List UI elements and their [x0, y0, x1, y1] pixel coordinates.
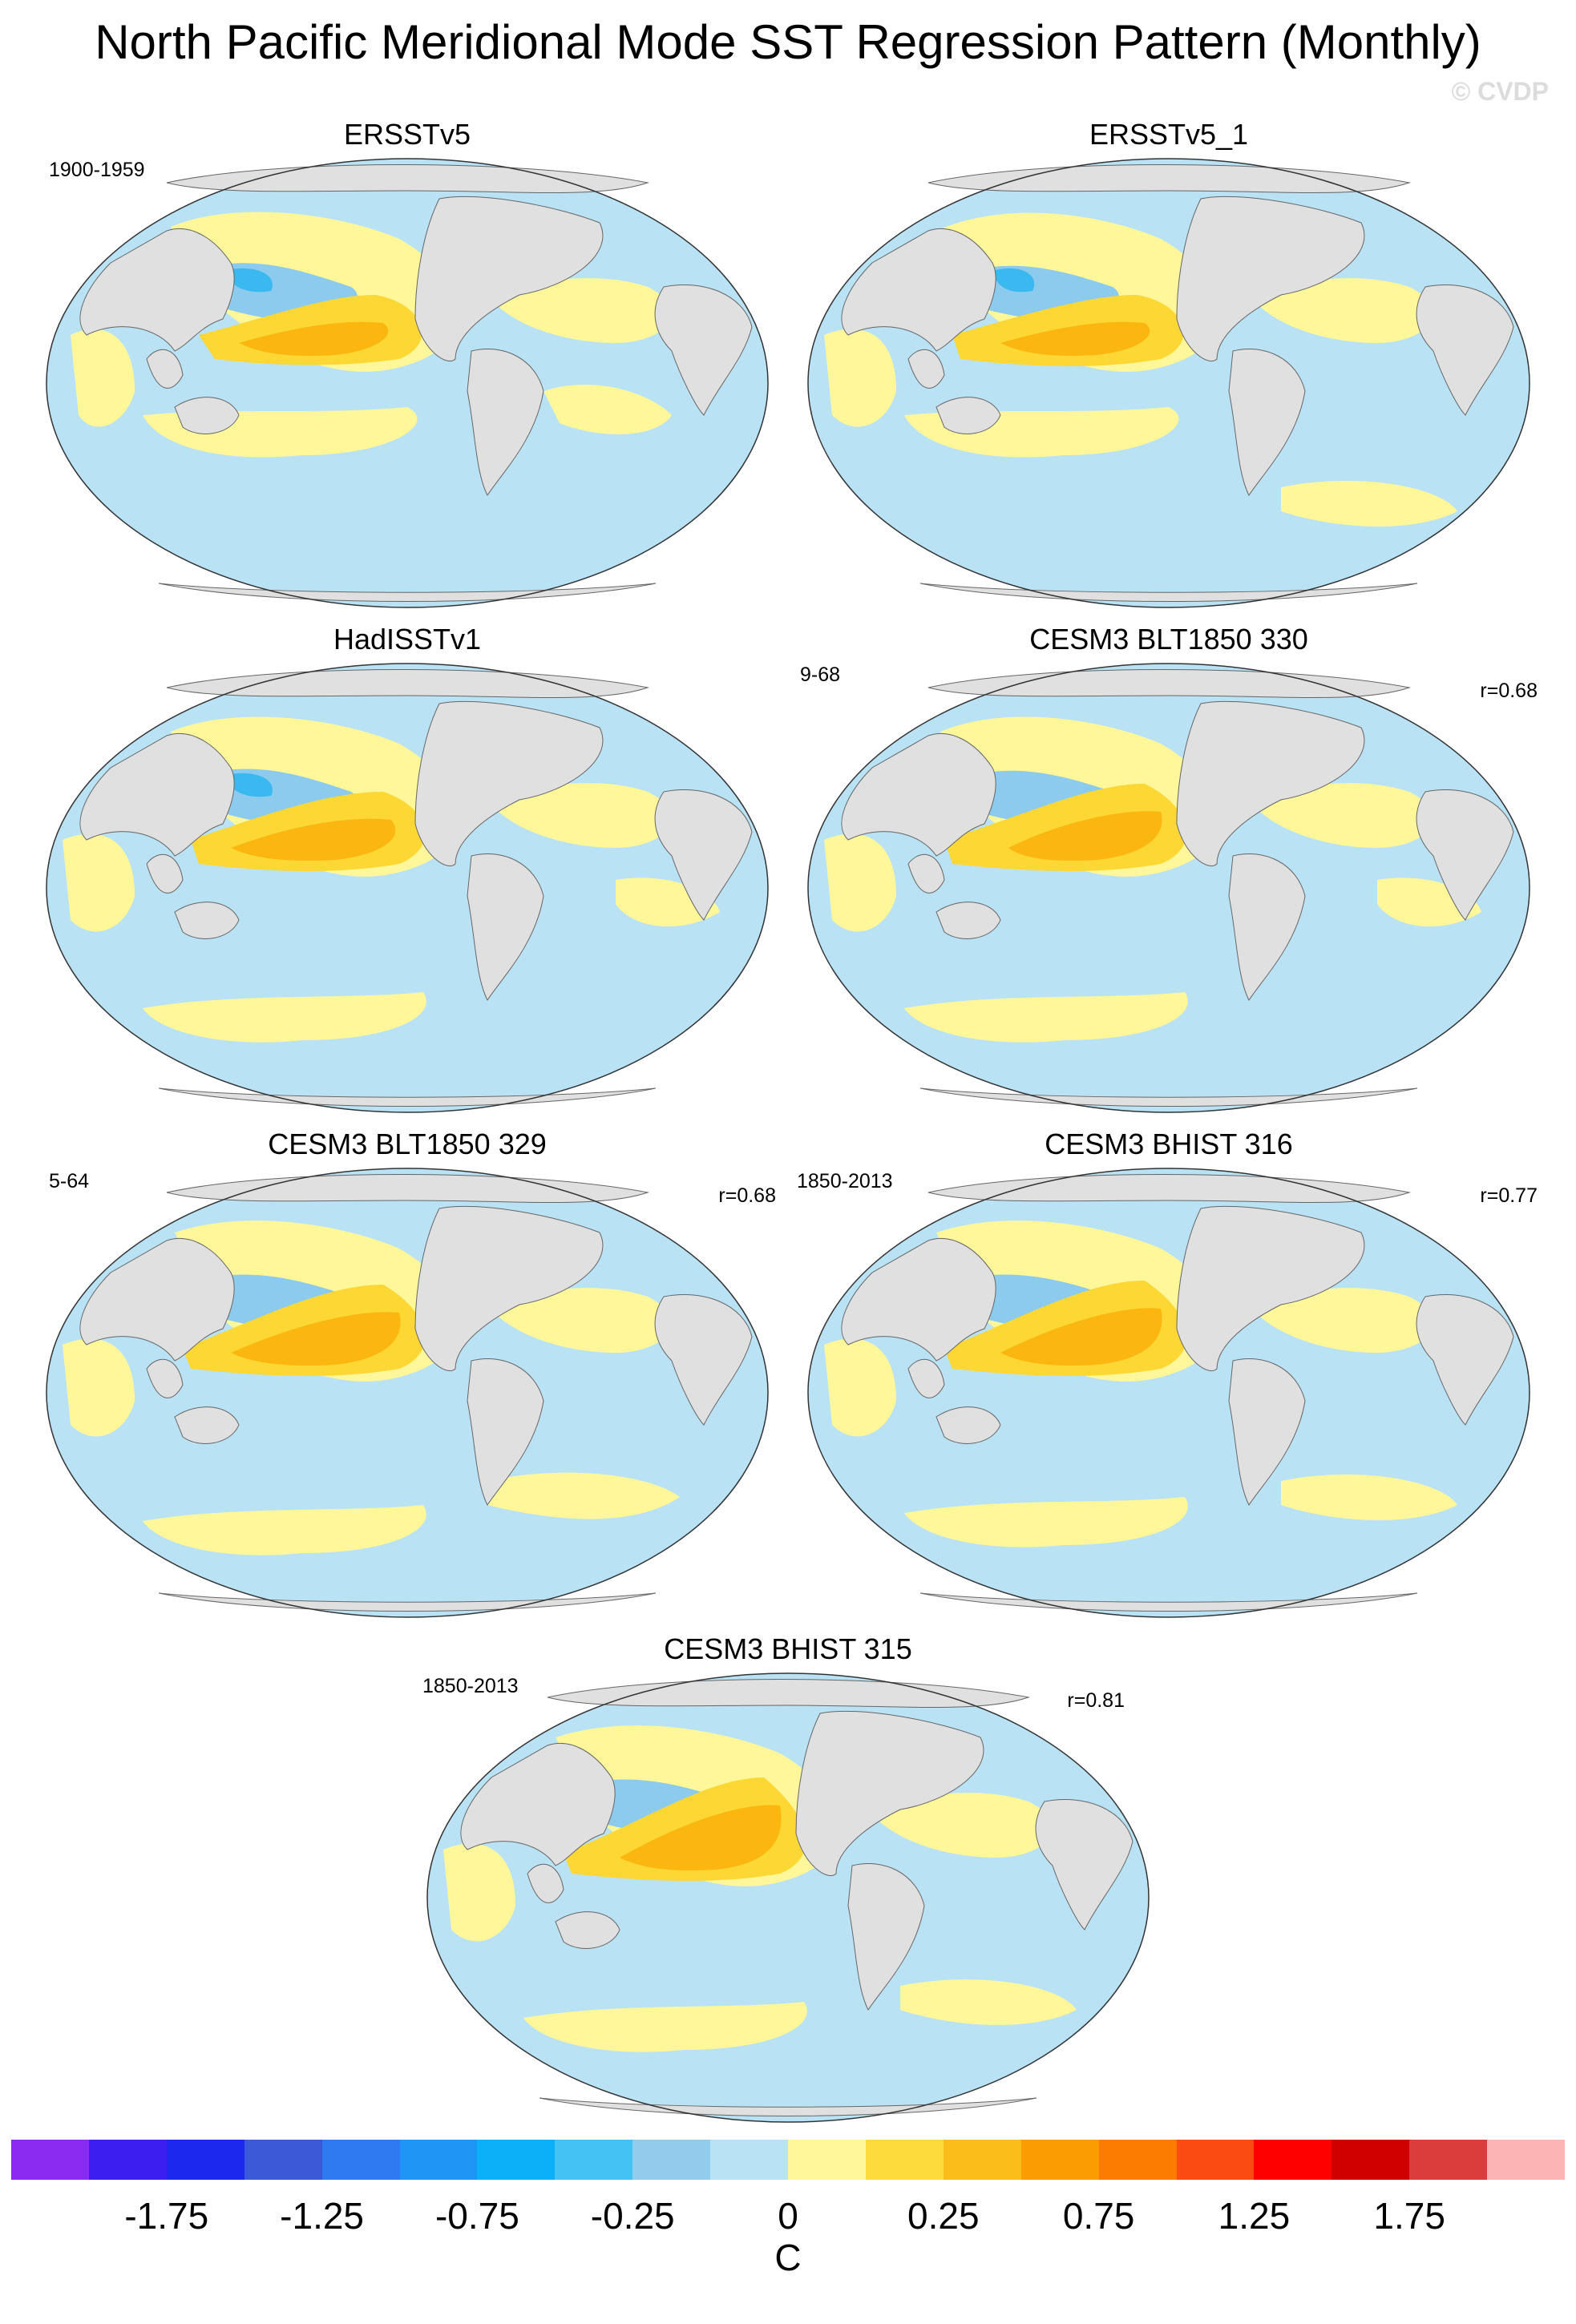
colorbar-swatch [1098, 2140, 1177, 2180]
panel-correlation: r=0.77 [1480, 1184, 1538, 1207]
panel-title: CESM3 BLT1850 329 [268, 1128, 547, 1160]
map-panel-ersstv5: ERSSTv5 1900-1959 [38, 119, 776, 615]
sst-map [807, 158, 1530, 608]
colorbar [11, 2140, 1566, 2180]
map-panel-cesm3-bhist-315: CESM3 BHIST 315 1850-2013 r=0.81 [419, 1633, 1157, 2130]
figure-title: North Pacific Meridional Mode SST Regres… [95, 15, 1481, 69]
colorbar-tick-label: -0.75 [434, 2195, 519, 2237]
map-panel-cesm3-blt1850-329: CESM3 BLT1850 329 5-64 r=0.68 [38, 1128, 776, 1625]
colorbar-tick-label: -0.25 [590, 2195, 675, 2237]
colorbar-swatch [1254, 2140, 1332, 2180]
panel-period: 1850-2013 [422, 1675, 519, 1697]
colorbar-swatch [321, 2140, 400, 2180]
map-panel-ersstv5-1: ERSSTv5_1 [800, 119, 1538, 615]
panel-period: 5-64 [49, 1170, 90, 1192]
colorbar-tick-label: 0.75 [1062, 2195, 1135, 2237]
colorbar-swatch [399, 2140, 478, 2180]
colorbar-tick-label: 0.25 [907, 2195, 980, 2237]
colorbar-swatch [632, 2140, 711, 2180]
panel-title: CESM3 BLT1850 330 [1029, 623, 1308, 656]
panel-period: 1900-1959 [49, 159, 145, 181]
colorbar-swatch [1409, 2140, 1488, 2180]
colorbar-swatch [710, 2140, 789, 2180]
colorbar-swatch [1020, 2140, 1100, 2180]
colorbar-swatch [166, 2140, 245, 2180]
map-panel-cesm3-bhist-316: CESM3 BHIST 316 1850-2013 r=0.77 [797, 1128, 1538, 1625]
sst-map [46, 663, 769, 1113]
colorbar-tick-label: 0 [778, 2195, 798, 2237]
colorbar-swatch [943, 2140, 1022, 2180]
colorbar-swatch [865, 2140, 944, 2180]
colorbar-swatch [477, 2140, 556, 2180]
panel-title: HadISSTv1 [333, 623, 482, 656]
colorbar-swatch [11, 2140, 90, 2180]
sst-map [46, 1168, 769, 1618]
panel-title: CESM3 BHIST 316 [1045, 1128, 1293, 1160]
sst-map [807, 1168, 1530, 1618]
colorbar-swatch [1487, 2140, 1566, 2180]
copyright-label: © CVDP [1451, 77, 1549, 106]
panel-correlation: r=0.68 [718, 1184, 776, 1207]
panel-period: 9-68 [800, 664, 841, 686]
colorbar-tick-label: -1.75 [124, 2195, 209, 2237]
colorbar-tick-label: -1.25 [280, 2195, 365, 2237]
sst-map [807, 663, 1530, 1113]
map-panel-cesm3-blt1850-330: CESM3 BLT1850 330 9-68 r=0.68 [800, 623, 1538, 1120]
panel-period: 1850-2013 [797, 1170, 893, 1192]
colorbar-tick-label: 1.75 [1373, 2195, 1445, 2237]
map-panel-hadisstv1: HadISSTv1 [38, 623, 776, 1120]
colorbar-swatch [788, 2140, 867, 2180]
panel-title: ERSSTv5_1 [1089, 118, 1249, 151]
colorbar-swatch [1332, 2140, 1410, 2180]
colorbar-tick-label: 1.25 [1218, 2195, 1291, 2237]
colorbar-swatch [88, 2140, 168, 2180]
panel-correlation: r=0.68 [1480, 680, 1538, 702]
colorbar-swatch [244, 2140, 323, 2180]
colorbar-swatch [555, 2140, 633, 2180]
sst-map [46, 158, 769, 608]
sst-map [426, 1672, 1150, 2123]
panel-title: CESM3 BHIST 315 [664, 1632, 912, 1665]
colorbar-units: C [774, 2237, 802, 2278]
panel-title: ERSSTv5 [343, 118, 471, 151]
colorbar-labels: -1.75 -1.25 -0.75 -0.25 0 0.25 0.75 1.25 1.75 [11, 2194, 1565, 2242]
colorbar-swatch [1176, 2140, 1255, 2180]
panel-correlation: r=0.81 [1067, 1689, 1125, 1712]
